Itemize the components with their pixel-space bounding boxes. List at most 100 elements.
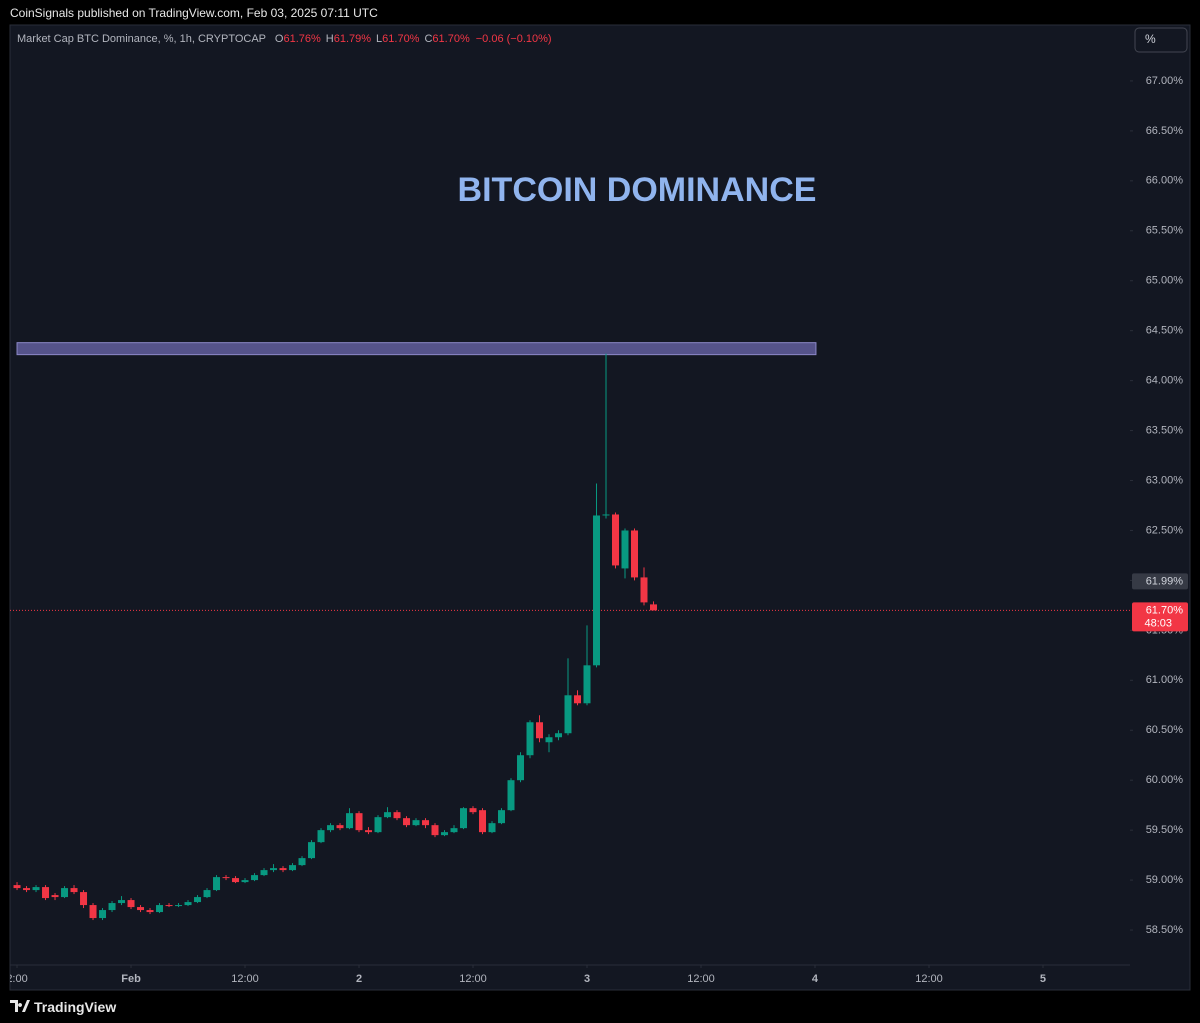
candle-body bbox=[441, 832, 449, 836]
candle-body bbox=[498, 810, 506, 824]
x-tick-label: 12:00 bbox=[687, 973, 715, 985]
y-tick-label: 60.00% bbox=[1146, 774, 1184, 786]
y-tick-label: 58.50% bbox=[1146, 924, 1184, 936]
brand-logo bbox=[10, 1000, 30, 1012]
candle-body bbox=[365, 830, 373, 833]
candle-body bbox=[260, 870, 268, 876]
candle-body bbox=[251, 875, 259, 881]
publish-header: CoinSignals published on TradingView.com… bbox=[10, 6, 378, 20]
candle-body bbox=[298, 858, 306, 866]
candle-body bbox=[99, 910, 107, 919]
candle-body bbox=[279, 868, 287, 871]
time-axis: 2:00 Feb 12:00 2 12:00 3 12:00 4 12:00 5 bbox=[10, 965, 1046, 985]
x-tick-label: 2 bbox=[356, 973, 362, 985]
candle-body bbox=[422, 820, 430, 826]
candle-body bbox=[479, 810, 487, 833]
candle-body bbox=[564, 695, 572, 734]
candle-body bbox=[13, 885, 21, 889]
candle-body bbox=[621, 530, 629, 569]
candle-body bbox=[127, 900, 135, 908]
resistance-zone bbox=[16, 342, 817, 356]
candle-body bbox=[574, 695, 582, 704]
candle-body bbox=[80, 892, 88, 906]
candle-body bbox=[374, 817, 382, 833]
legend-key: L bbox=[376, 33, 382, 45]
candle-body bbox=[270, 868, 278, 871]
chart: 58.50%59.00%59.50%60.00%60.50%61.00%61.5… bbox=[9, 24, 1191, 991]
candle-body bbox=[32, 887, 40, 891]
candle-body bbox=[118, 900, 126, 904]
last-price-badge bbox=[1132, 602, 1188, 632]
candle-body bbox=[488, 823, 496, 833]
candle-body bbox=[203, 890, 211, 898]
legend-value: 61.76% bbox=[283, 33, 321, 45]
x-tick-label: 12:00 bbox=[459, 973, 487, 985]
candle-body bbox=[232, 878, 240, 883]
candle-body bbox=[241, 880, 249, 883]
chart-background bbox=[9, 24, 1191, 991]
price-marker-label: 61.99% bbox=[1146, 575, 1184, 587]
legend-value: 61.70% bbox=[432, 33, 470, 45]
candle-body bbox=[175, 905, 183, 907]
candle-body bbox=[612, 514, 620, 566]
candle-body bbox=[346, 813, 354, 829]
legend-key: C bbox=[424, 33, 432, 45]
chart-title: BITCOIN DOMINANCE bbox=[458, 171, 817, 209]
candle-body bbox=[555, 733, 563, 738]
candle-body bbox=[23, 888, 31, 891]
candle-body bbox=[327, 825, 335, 831]
candle-body bbox=[450, 828, 458, 833]
candle-body bbox=[536, 722, 544, 739]
candle-body bbox=[51, 895, 59, 898]
candle-body bbox=[336, 825, 344, 829]
candle-body bbox=[308, 842, 316, 859]
legend-items: O61.76% H61.79% L61.70% C61.70% −0.06 (−0.10… bbox=[275, 33, 552, 45]
y-tick-label: 65.50% bbox=[1146, 225, 1184, 237]
candle-body bbox=[469, 808, 477, 813]
unit-button[interactable] bbox=[1134, 27, 1188, 53]
candle-body bbox=[108, 903, 116, 911]
x-tick-label: Feb bbox=[121, 973, 141, 985]
candle-body bbox=[146, 910, 154, 913]
y-tick-label: 64.00% bbox=[1146, 375, 1184, 387]
candle-body bbox=[384, 812, 392, 818]
candle-body bbox=[640, 577, 648, 603]
candle-body bbox=[545, 737, 553, 743]
candle-body bbox=[70, 888, 78, 893]
x-tick-label: 4 bbox=[812, 973, 819, 985]
y-tick-label: 62.50% bbox=[1146, 524, 1184, 536]
candle-body bbox=[194, 897, 202, 903]
brand-name: TradingView bbox=[34, 999, 117, 1015]
candle-body bbox=[165, 905, 173, 907]
candle-body bbox=[184, 902, 192, 906]
y-tick-label: 63.00% bbox=[1146, 474, 1184, 486]
legend-value: 61.79% bbox=[334, 33, 372, 45]
candle-body bbox=[460, 808, 468, 829]
plot-area bbox=[10, 342, 1130, 921]
candle-body bbox=[412, 820, 420, 826]
y-tick-label: 61.00% bbox=[1146, 674, 1184, 686]
candle-body bbox=[42, 887, 50, 899]
candle-body bbox=[317, 830, 325, 843]
axes: 58.50%59.00%59.50%60.00%60.50%61.00%61.5… bbox=[10, 75, 1188, 985]
candle-body bbox=[517, 755, 525, 781]
candle-body bbox=[593, 515, 601, 666]
legend-value: 61.70% bbox=[382, 33, 420, 45]
y-tick-label: 64.50% bbox=[1146, 325, 1184, 337]
y-tick-label: 59.50% bbox=[1146, 824, 1184, 836]
y-tick-label: 60.50% bbox=[1146, 724, 1184, 736]
last-price-label: 61.70% bbox=[1146, 604, 1184, 616]
unit-button-label[interactable]: % bbox=[1145, 32, 1156, 46]
y-tick-label: 59.00% bbox=[1146, 874, 1184, 886]
y-tick-label: 65.00% bbox=[1146, 275, 1184, 287]
candle-body bbox=[650, 604, 658, 611]
candle-body bbox=[222, 877, 230, 879]
price-marker-badge bbox=[1132, 573, 1188, 590]
candle-body bbox=[156, 905, 164, 913]
candle-body bbox=[355, 813, 363, 831]
legend: Market Cap BTC Dominance, %, 1h, CRYPTOC… bbox=[17, 33, 552, 45]
candle-body bbox=[631, 530, 639, 578]
candle-body bbox=[403, 818, 411, 826]
countdown-label: 48:03 bbox=[1144, 617, 1172, 629]
